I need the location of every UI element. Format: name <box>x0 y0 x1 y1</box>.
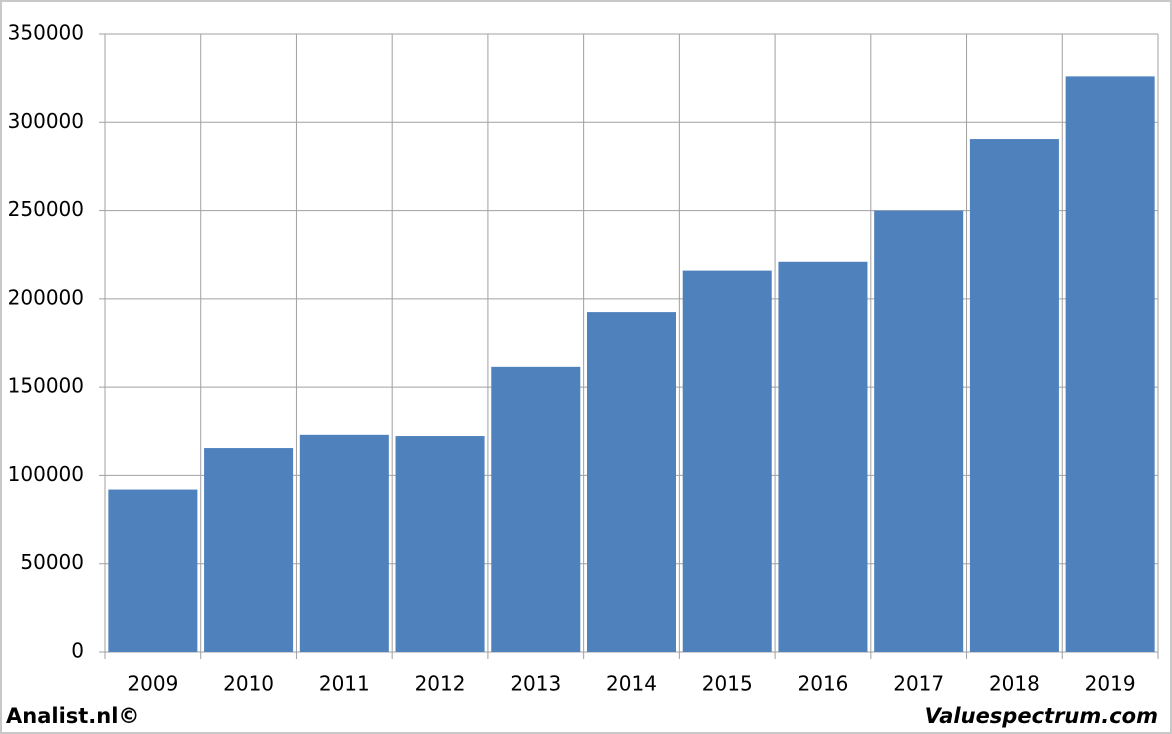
x-tick-label: 2011 <box>319 672 370 696</box>
x-tick-label: 2009 <box>127 672 178 696</box>
y-tick-label: 350000 <box>8 21 84 45</box>
x-tick-label: 2012 <box>415 672 466 696</box>
bar <box>682 270 772 652</box>
bar <box>1065 76 1155 653</box>
y-tick-label: 150000 <box>8 374 84 398</box>
bar <box>204 448 294 652</box>
x-tick-label: 2016 <box>798 672 849 696</box>
x-tick-label: 2018 <box>989 672 1040 696</box>
bar <box>778 261 868 652</box>
bar <box>969 139 1059 652</box>
y-tick-label: 250000 <box>8 197 84 221</box>
y-tick-label: 200000 <box>8 285 84 309</box>
source-left: Analist.nl© <box>6 704 139 728</box>
bar <box>874 210 964 653</box>
x-tick-label: 2019 <box>1085 672 1136 696</box>
source-right: Valuespectrum.com <box>925 704 1158 728</box>
x-tick-label: 2010 <box>223 672 274 696</box>
bar <box>395 436 485 652</box>
y-tick-label: 0 <box>71 639 84 663</box>
x-tick-label: 2014 <box>606 672 657 696</box>
bar <box>108 489 198 652</box>
x-tick-label: 2015 <box>702 672 753 696</box>
y-tick-label: 50000 <box>20 550 84 574</box>
bar <box>586 312 677 652</box>
y-tick-label: 100000 <box>8 462 84 486</box>
x-tick-label: 2017 <box>893 672 944 696</box>
bar <box>491 366 581 652</box>
bar <box>299 434 389 652</box>
x-tick-label: 2013 <box>510 672 561 696</box>
y-tick-label: 300000 <box>8 109 84 133</box>
